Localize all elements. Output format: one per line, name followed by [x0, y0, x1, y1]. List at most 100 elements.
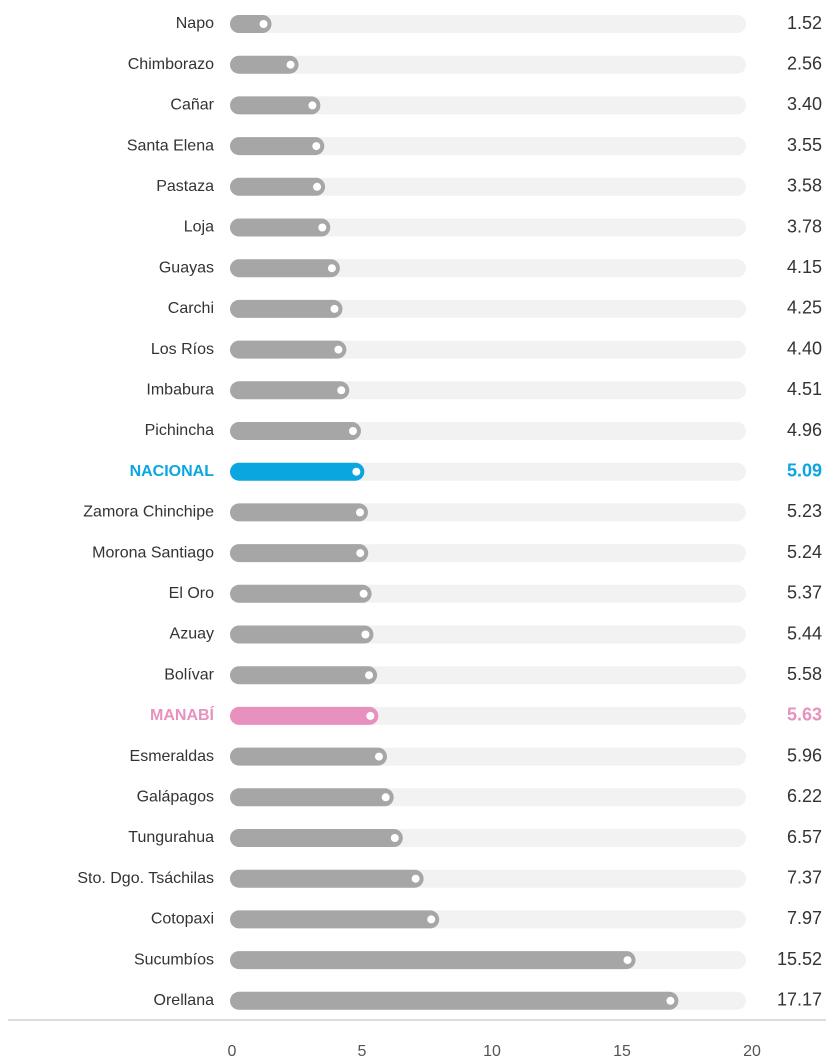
category-label: NACIONAL — [130, 463, 215, 480]
category-label: Santa Elena — [127, 137, 214, 154]
category-label: Cotopaxi — [151, 911, 214, 928]
track — [230, 55, 746, 74]
category-label: Loja — [184, 219, 214, 236]
bar-dot — [318, 223, 327, 232]
bar — [230, 381, 350, 400]
category-label: Sto. Dgo. Tsáchilas — [77, 870, 214, 887]
x-tick-label: 0 — [228, 1043, 237, 1060]
bar — [230, 96, 321, 115]
bar-dot — [330, 304, 339, 313]
x-tick-label: 15 — [613, 1043, 631, 1060]
category-label: Morona Santiago — [92, 544, 214, 561]
bar — [230, 869, 424, 888]
bar-dot — [623, 956, 632, 965]
bar-dot — [286, 60, 295, 69]
track — [230, 15, 746, 33]
bar — [230, 15, 272, 33]
value-label: 5.44 — [787, 623, 822, 643]
bar-dot — [352, 467, 361, 476]
bar-dot — [334, 345, 343, 354]
category-label: Chimborazo — [128, 56, 214, 73]
bar — [230, 625, 374, 644]
bar-dot — [666, 996, 675, 1005]
value-label: 4.25 — [787, 298, 822, 318]
bar-dot — [361, 630, 370, 639]
bar-dot — [327, 264, 336, 273]
value-label: 3.58 — [787, 176, 822, 196]
category-label: Imbabura — [146, 382, 214, 399]
bar — [230, 55, 299, 74]
category-label: Carchi — [168, 300, 214, 317]
value-label: 3.40 — [787, 94, 822, 114]
category-label: Los Ríos — [151, 341, 214, 358]
bar — [230, 544, 369, 563]
category-label: Zamora Chinchipe — [83, 504, 214, 521]
value-label: 17.17 — [777, 990, 822, 1010]
track — [230, 177, 746, 196]
bar-dot — [366, 711, 375, 720]
value-label: 5.09 — [787, 460, 822, 480]
category-label: Azuay — [170, 626, 214, 643]
category-label: Esmeraldas — [130, 748, 214, 765]
value-label: 7.37 — [787, 867, 822, 887]
track — [230, 96, 746, 115]
category-label: Orellana — [154, 992, 215, 1009]
category-label: Tungurahua — [128, 829, 214, 846]
bar — [230, 991, 679, 1010]
bar-dot — [348, 427, 357, 435]
bar — [230, 706, 379, 725]
bar — [230, 259, 340, 278]
value-label: 3.78 — [787, 216, 822, 236]
value-label: 4.15 — [787, 257, 822, 277]
category-label: Pichincha — [145, 422, 214, 439]
category-label: MANABÍ — [150, 705, 215, 724]
bar-dot — [337, 386, 346, 395]
value-label: 15.52 — [777, 949, 822, 969]
bar-dot — [374, 752, 383, 761]
value-label: 2.56 — [787, 53, 822, 73]
bar — [230, 788, 394, 807]
value-label: 7.97 — [787, 908, 822, 928]
value-label: 5.23 — [787, 501, 822, 521]
value-label: 5.58 — [787, 664, 822, 684]
value-label: 4.96 — [787, 420, 822, 440]
x-tick-label: 10 — [483, 1043, 501, 1060]
bar — [230, 340, 347, 359]
value-label: 1.52 — [787, 13, 822, 33]
bar-dot — [427, 915, 436, 924]
track — [230, 299, 746, 318]
track — [230, 259, 746, 278]
track — [230, 218, 746, 237]
track — [230, 137, 746, 156]
bar-dot — [259, 20, 268, 28]
value-label: 5.96 — [787, 745, 822, 765]
value-label: 6.57 — [787, 827, 822, 847]
bar — [230, 910, 440, 929]
category-label: El Oro — [169, 585, 214, 602]
bar — [230, 951, 636, 970]
bar — [230, 422, 361, 440]
bar-dot — [365, 671, 374, 680]
category-label: Bolívar — [164, 666, 214, 683]
bar — [230, 137, 325, 156]
value-label: 5.63 — [787, 705, 822, 725]
bar-dot — [356, 549, 365, 558]
value-label: 6.22 — [787, 786, 822, 806]
category-label: Guayas — [159, 259, 214, 276]
bar — [230, 829, 403, 847]
bar-dot — [313, 182, 322, 191]
category-label: Galápagos — [137, 789, 214, 806]
bar — [230, 218, 331, 237]
bar — [230, 462, 365, 481]
category-label: Sucumbíos — [134, 951, 214, 968]
bar-dot — [355, 508, 364, 517]
track — [230, 340, 746, 359]
category-label: Pastaza — [156, 178, 214, 195]
bar — [230, 584, 372, 603]
bar — [230, 666, 378, 685]
category-label: Napo — [176, 15, 214, 32]
value-label: 5.37 — [787, 583, 822, 603]
x-tick-label: 20 — [743, 1043, 761, 1060]
value-label: 4.51 — [787, 379, 822, 399]
category-label: Cañar — [170, 97, 214, 114]
